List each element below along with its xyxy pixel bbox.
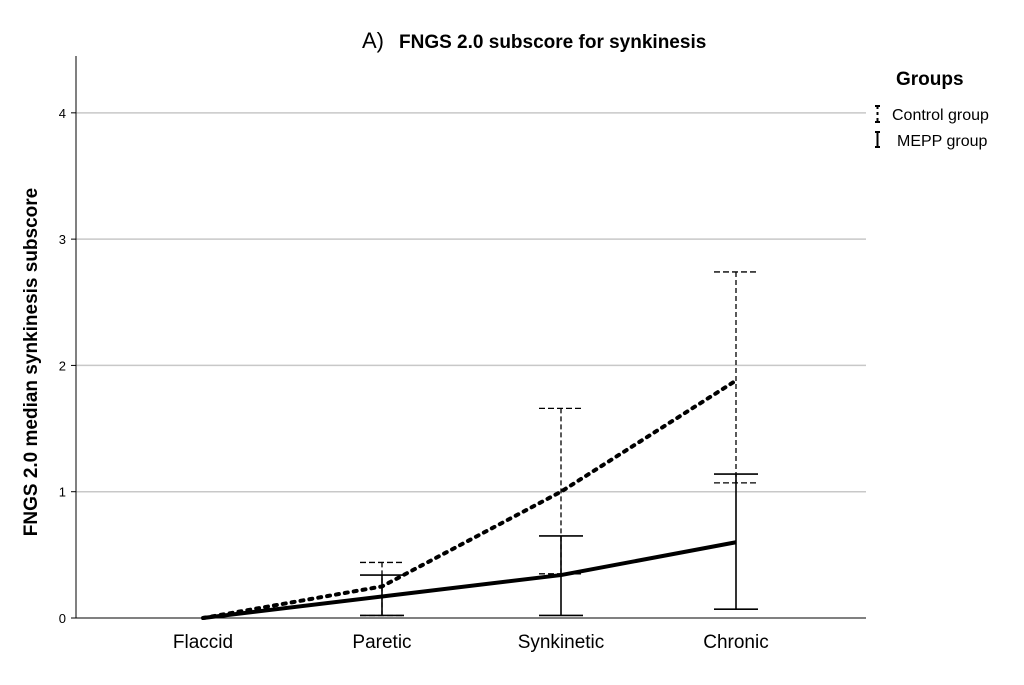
legend-label-mepp: MEPP group	[897, 133, 988, 150]
y-tick-label: 1	[59, 485, 66, 500]
chart-title-prefix: A)	[362, 28, 384, 53]
series	[201, 271, 758, 620]
legend-label-control: Control group	[892, 107, 989, 124]
legend-symbol-solid-errorbar	[875, 131, 880, 148]
x-tick-label: Paretic	[352, 632, 411, 653]
series-line-control	[201, 378, 738, 620]
series-line-mepp	[202, 540, 737, 620]
legend-item-mepp: MEPP group	[875, 131, 988, 150]
x-tick-label: Synkinetic	[518, 632, 605, 653]
grid	[76, 112, 866, 493]
axes	[75, 56, 866, 619]
legend-item-control: Control group	[875, 105, 989, 124]
x-tick-label: Chronic	[703, 632, 768, 653]
y-ticks: 0 1 2 3 4	[59, 106, 76, 626]
legend-symbol-dashed-errorbar	[875, 105, 880, 123]
error-bars-control	[360, 271, 758, 617]
x-tick-label: Flaccid	[173, 632, 233, 653]
x-ticks: Flaccid Paretic Synkinetic Chronic	[173, 632, 769, 653]
y-tick-label: 3	[59, 232, 66, 247]
y-tick-label: 2	[59, 358, 66, 373]
chart-title: FNGS 2.0 subscore for synkinesis	[399, 32, 706, 53]
y-axis-label: FNGS 2.0 median synkinesis subscore	[21, 188, 42, 536]
legend-title: Groups	[896, 69, 964, 90]
y-tick-label: 0	[59, 611, 66, 626]
legend: Groups Control group MEPP group	[875, 69, 989, 150]
error-bars-mepp	[360, 473, 758, 617]
y-tick-label: 4	[59, 106, 66, 121]
